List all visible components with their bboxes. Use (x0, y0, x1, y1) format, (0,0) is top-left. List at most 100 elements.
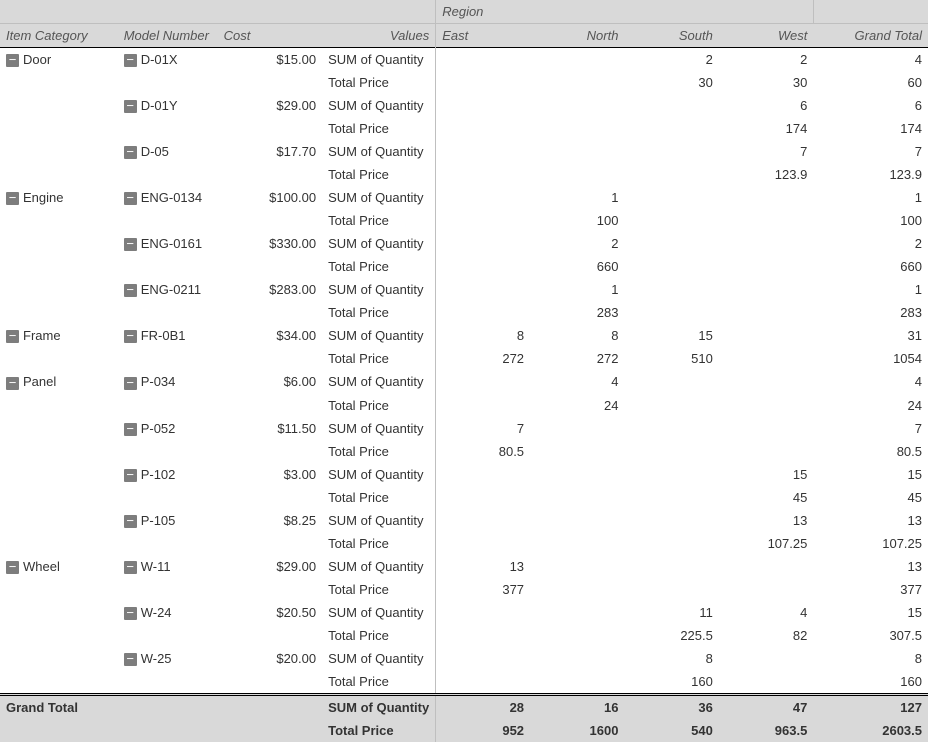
data-cell (719, 255, 813, 278)
gt-qty-south: 36 (624, 694, 718, 719)
data-cell (624, 417, 718, 440)
data-cell (719, 670, 813, 695)
value-type-cell: Total Price (322, 209, 436, 232)
col-item-category[interactable]: Item Category (0, 24, 118, 48)
collapse-icon[interactable]: − (124, 330, 137, 343)
data-cell: 660 (813, 255, 928, 278)
collapse-icon[interactable]: − (124, 561, 137, 574)
data-cell: 30 (624, 71, 718, 94)
data-cell (530, 555, 624, 578)
data-cell: 1 (530, 186, 624, 209)
data-cell (436, 117, 530, 140)
table-row: Total Price303060 (0, 71, 928, 94)
cost-cell: $330.00 (218, 232, 322, 255)
cost-cell: $6.00 (218, 370, 322, 393)
collapse-icon[interactable]: − (6, 192, 19, 205)
data-cell: 4 (530, 370, 624, 393)
table-row: −W-25$20.00SUM of Quantity88 (0, 647, 928, 670)
value-type-cell: SUM of Quantity (322, 417, 436, 440)
data-cell: 13 (813, 509, 928, 532)
category-cell (0, 601, 118, 624)
col-grand-total[interactable]: Grand Total (813, 24, 928, 48)
model-cell: −W-24 (118, 601, 218, 624)
data-cell (530, 601, 624, 624)
data-cell (436, 509, 530, 532)
value-type-cell: Total Price (322, 394, 436, 417)
model-label: D-05 (141, 144, 169, 159)
data-cell (530, 463, 624, 486)
data-cell: 2 (813, 232, 928, 255)
cost-cell: $283.00 (218, 278, 322, 301)
model-cell: −FR-0B1 (118, 324, 218, 347)
data-cell (624, 463, 718, 486)
collapse-icon[interactable]: − (6, 330, 19, 343)
data-cell (436, 163, 530, 186)
data-cell: 283 (813, 301, 928, 324)
col-cost[interactable]: Cost (218, 24, 322, 48)
collapse-icon[interactable]: − (6, 561, 19, 574)
value-type-cell: SUM of Quantity (322, 601, 436, 624)
collapse-icon[interactable]: − (124, 469, 137, 482)
collapse-icon[interactable]: − (6, 377, 19, 390)
model-label: W-25 (141, 651, 172, 666)
data-cell: 45 (813, 486, 928, 509)
data-cell: 24 (530, 394, 624, 417)
data-cell (530, 440, 624, 463)
data-cell (436, 209, 530, 232)
data-cell: 107.25 (813, 532, 928, 555)
data-cell (530, 624, 624, 647)
data-cell (719, 394, 813, 417)
model-cell: −P-052 (118, 417, 218, 440)
data-cell (436, 370, 530, 393)
category-label: Door (23, 52, 51, 67)
table-row: Total Price123.9123.9 (0, 163, 928, 186)
collapse-icon[interactable]: − (124, 377, 137, 390)
collapse-icon[interactable]: − (124, 515, 137, 528)
table-row: −Engine−ENG-0134$100.00SUM of Quantity11 (0, 186, 928, 209)
gt-price-north: 1600 (530, 719, 624, 742)
data-cell: 123.9 (813, 163, 928, 186)
model-label: W-11 (141, 559, 171, 574)
data-cell (624, 486, 718, 509)
data-cell (436, 140, 530, 163)
category-cell: −Frame (0, 324, 118, 347)
model-label: ENG-0211 (141, 282, 201, 297)
table-row: −Door−D-01X$15.00SUM of Quantity224 (0, 48, 928, 72)
data-cell: 100 (530, 209, 624, 232)
data-cell: 13 (719, 509, 813, 532)
col-north[interactable]: North (530, 24, 624, 48)
col-values[interactable]: Values (322, 24, 436, 48)
collapse-icon[interactable]: − (124, 284, 137, 297)
data-cell (530, 117, 624, 140)
data-cell: 31 (813, 324, 928, 347)
data-cell (436, 94, 530, 117)
cost-cell: $29.00 (218, 555, 322, 578)
col-east[interactable]: East (436, 24, 530, 48)
data-cell (436, 255, 530, 278)
col-south[interactable]: South (624, 24, 718, 48)
collapse-icon[interactable]: − (124, 238, 137, 251)
model-label: P-034 (141, 374, 176, 389)
data-cell (624, 532, 718, 555)
col-west[interactable]: West (719, 24, 813, 48)
data-cell (530, 509, 624, 532)
collapse-icon[interactable]: − (124, 146, 137, 159)
table-row: −Panel−P-034$6.00SUM of Quantity44 (0, 370, 928, 393)
model-cell: −ENG-0211 (118, 278, 218, 301)
collapse-icon[interactable]: − (124, 607, 137, 620)
collapse-icon[interactable]: − (6, 54, 19, 67)
data-cell (530, 417, 624, 440)
collapse-icon[interactable]: − (124, 192, 137, 205)
value-type-cell: SUM of Quantity (322, 463, 436, 486)
data-cell (530, 647, 624, 670)
table-row: Total Price2424 (0, 394, 928, 417)
collapse-icon[interactable]: − (124, 54, 137, 67)
collapse-icon[interactable]: − (124, 100, 137, 113)
gt-qty-east: 28 (436, 694, 530, 719)
col-model-number[interactable]: Model Number (118, 24, 218, 48)
table-row: Total Price377377 (0, 578, 928, 601)
collapse-icon[interactable]: − (124, 423, 137, 436)
table-row: Total Price4545 (0, 486, 928, 509)
collapse-icon[interactable]: − (124, 653, 137, 666)
data-cell (719, 278, 813, 301)
